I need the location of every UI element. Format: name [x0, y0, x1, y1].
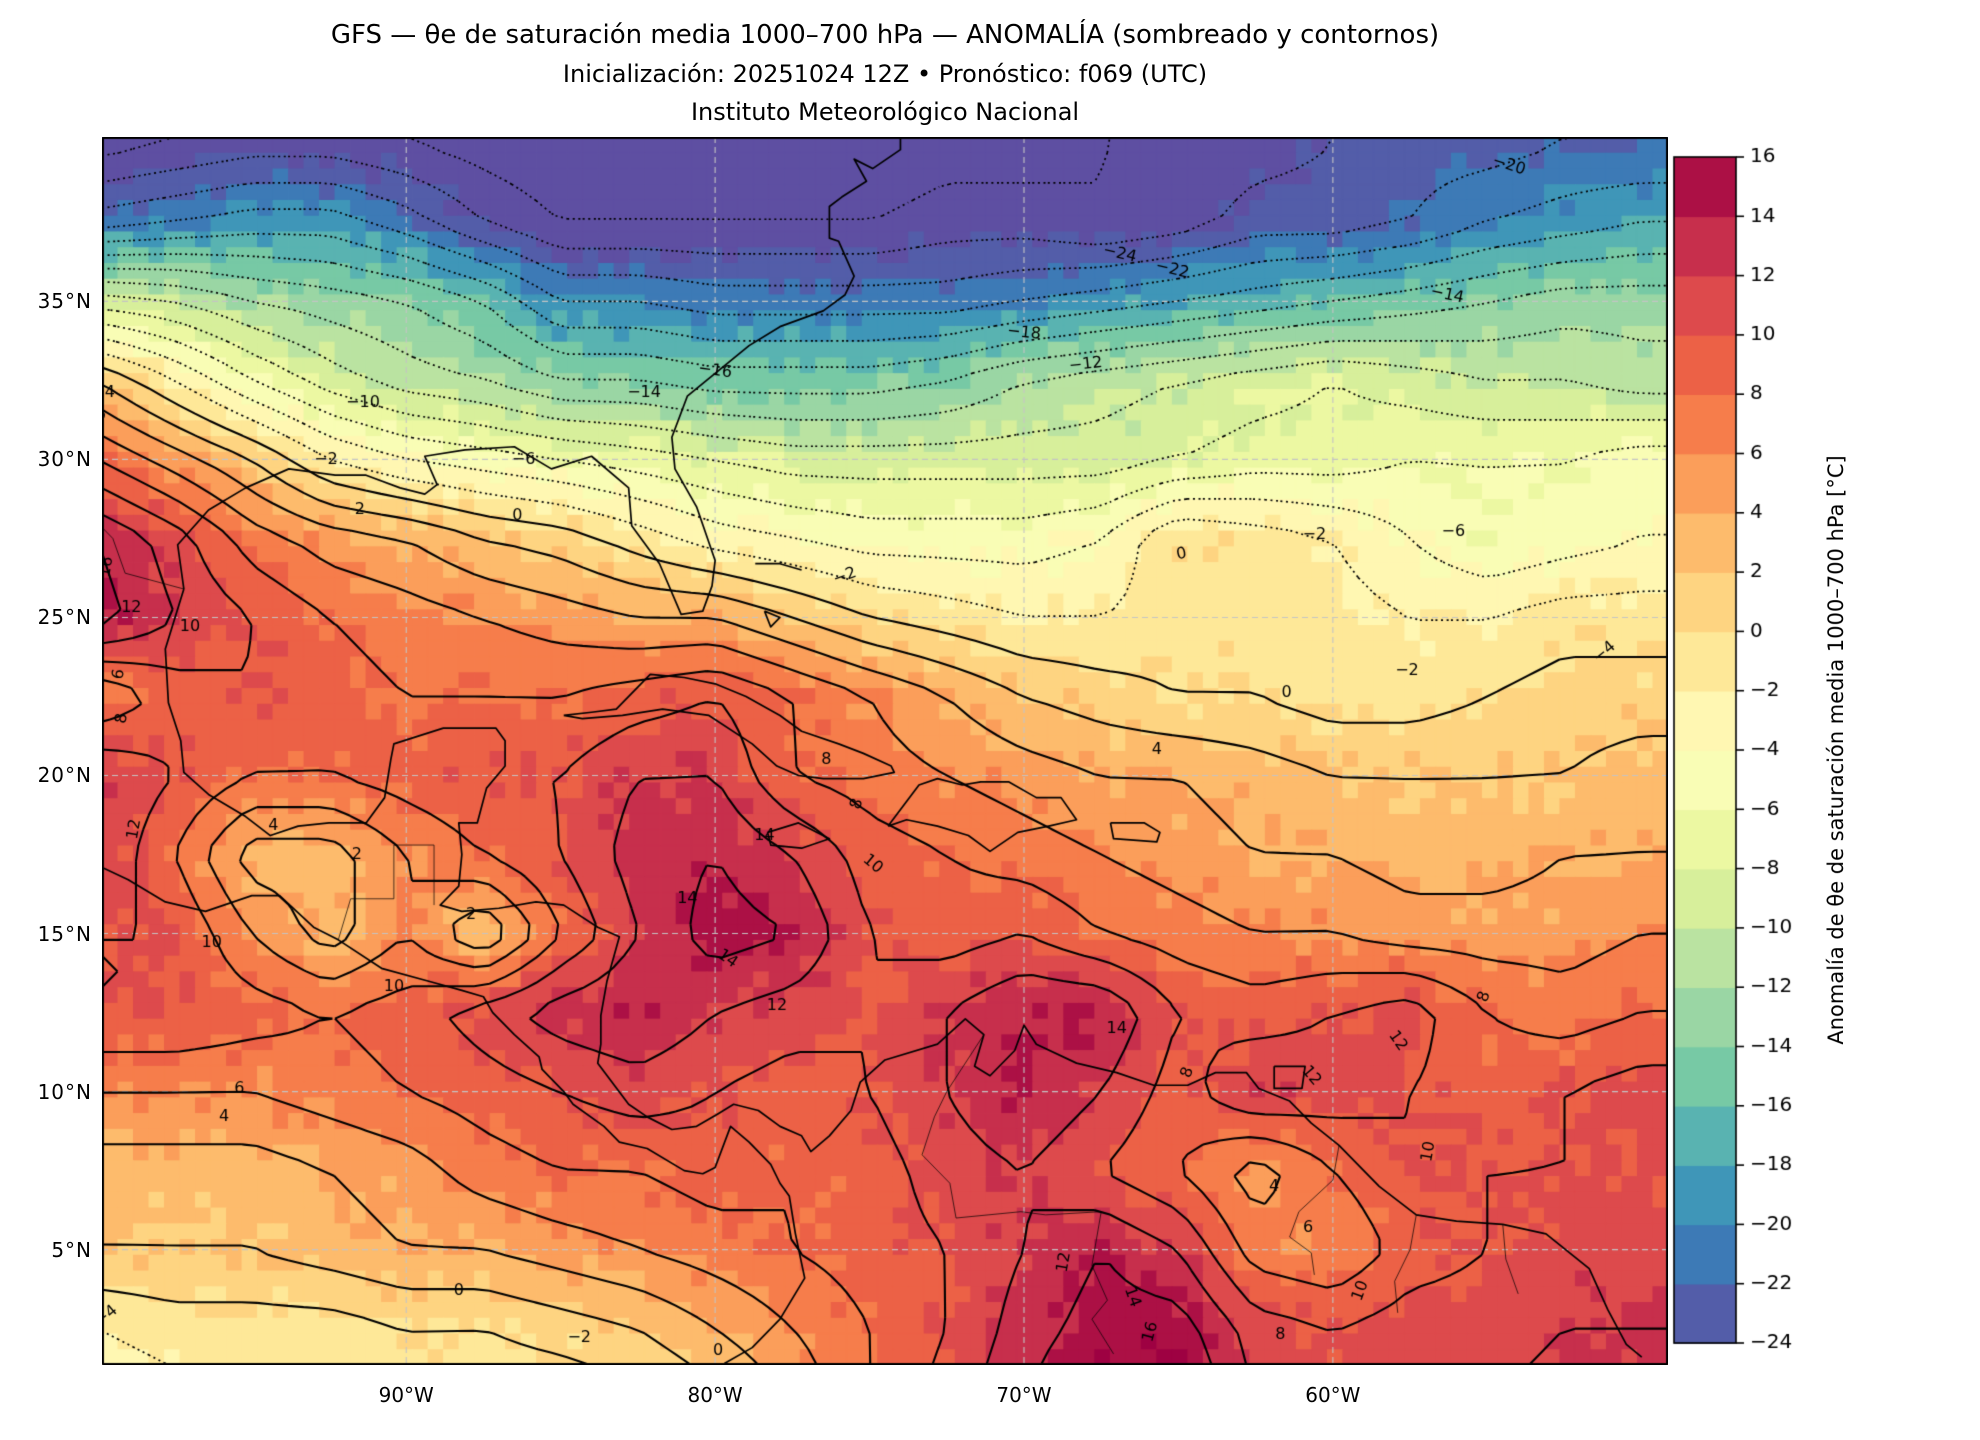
- map-canvas: [102, 137, 1668, 1365]
- chart-title: GFS — θe de saturación media 1000–700 hP…: [330, 20, 1440, 50]
- y-tick-label: 30°N: [37, 447, 92, 472]
- y-tick-label: 35°N: [37, 289, 92, 314]
- x-tick-label: 90°W: [378, 1383, 434, 1407]
- colorbar-axis-label: Anomalía de θe de saturación media 1000–…: [1824, 455, 1848, 1045]
- y-tick-label: 5°N: [51, 1237, 92, 1262]
- chart-subtitle-init-forecast: Inicialización: 20251024 12Z • Pronóstic…: [562, 60, 1208, 88]
- y-tick-label: 25°N: [37, 605, 92, 630]
- chart-subtitle-institution: Instituto Meteorológico Nacional: [690, 98, 1080, 126]
- x-tick-label: 80°W: [687, 1383, 743, 1407]
- y-tick-label: 15°N: [37, 921, 92, 946]
- colorbar-canvas: [1660, 140, 1900, 1360]
- x-tick-label: 70°W: [996, 1383, 1052, 1407]
- y-tick-label: 10°N: [37, 1079, 92, 1104]
- x-tick-label: 60°W: [1305, 1383, 1361, 1407]
- y-tick-label: 20°N: [37, 763, 92, 788]
